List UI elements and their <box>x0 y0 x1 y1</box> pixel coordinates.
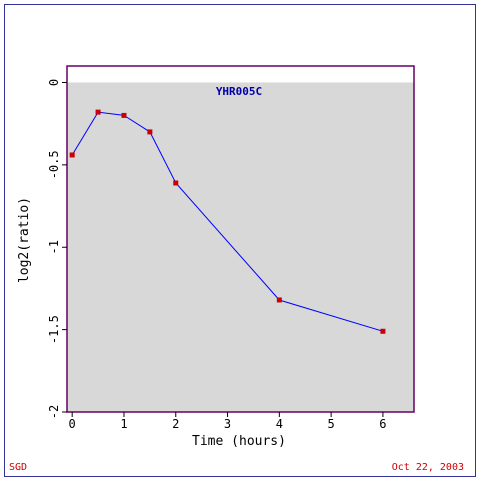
x-axis: 0 1 2 3 4 5 6 <box>69 412 387 431</box>
x-tick-label: 1 <box>120 417 127 431</box>
y-tick-label: 0 <box>47 79 61 86</box>
y-axis: 0 -0.5 -1 -1.5 -2 <box>47 79 67 419</box>
plot-data-region <box>67 82 414 412</box>
x-axis-label: Time (hours) <box>192 434 286 449</box>
plot-frame <box>66 65 415 413</box>
x-tick-label: 4 <box>276 417 283 431</box>
data-point <box>69 152 75 158</box>
x-tick-label: 6 <box>379 417 386 431</box>
y-axis-label: log2(ratio) <box>17 197 32 283</box>
x-tick-label: 5 <box>328 417 335 431</box>
y-tick-label: -1.5 <box>47 315 61 344</box>
data-point <box>276 297 282 303</box>
x-tick-label: 2 <box>172 417 179 431</box>
series-layer <box>69 109 386 334</box>
y-tick-label: -0.5 <box>47 150 61 179</box>
data-point <box>95 109 101 115</box>
chart-title: YHR005C <box>216 85 262 98</box>
y-tick-label: -2 <box>47 405 61 419</box>
data-point <box>121 112 127 118</box>
y-tick-label: -1 <box>47 240 61 254</box>
data-point <box>380 328 386 334</box>
x-tick-label: 3 <box>224 417 231 431</box>
source-label: SGD <box>9 462 27 473</box>
data-point <box>173 180 179 186</box>
x-tick-label: 0 <box>69 417 76 431</box>
date-label: Oct 22, 2003 <box>392 462 464 473</box>
data-point <box>147 129 153 135</box>
